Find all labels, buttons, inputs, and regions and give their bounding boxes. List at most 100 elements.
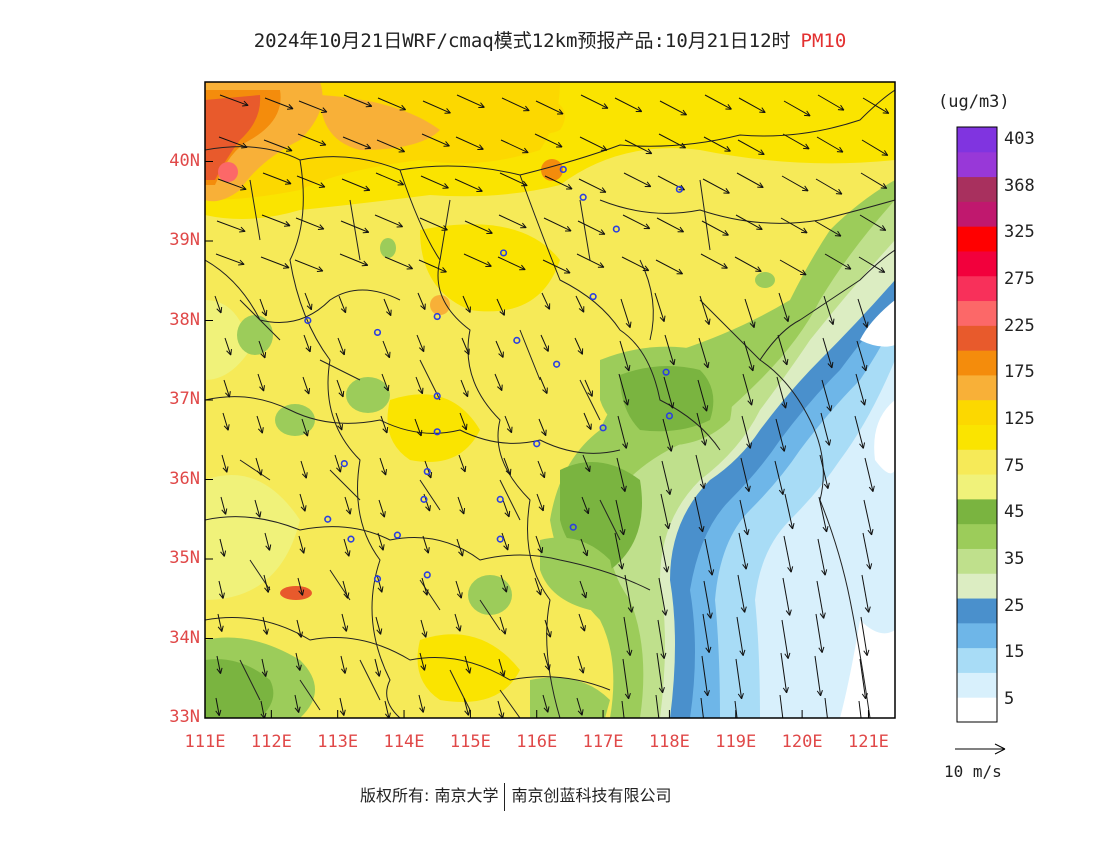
wind-arrow: [576, 697, 584, 716]
wind-arrow: [697, 379, 709, 412]
wind-arrow: [463, 253, 492, 267]
wind-arrow: [579, 580, 588, 599]
wind-arrow: [256, 415, 264, 434]
wind-arrow: [421, 133, 450, 147]
wind-arrow: [623, 172, 652, 188]
lat-label: 34N: [169, 627, 200, 648]
colorbar-swatch: [957, 250, 997, 277]
city-marker: [347, 535, 355, 543]
wind-arrow: [656, 217, 684, 233]
wind-arrow: [420, 175, 449, 189]
wind-arrow: [618, 373, 630, 406]
wind-arrow: [620, 298, 632, 329]
pm10-field: [205, 82, 895, 718]
wind-arrow: [458, 454, 467, 473]
wind-arrow: [460, 379, 469, 398]
wind-arrow: [339, 697, 346, 716]
colorbar-label: 15: [1004, 642, 1025, 663]
wind-arrow: [658, 133, 686, 149]
city-marker: [533, 440, 541, 448]
wind-arrow: [617, 415, 629, 449]
wind-arrow: [863, 499, 874, 536]
wind-arrow: [543, 652, 551, 671]
wind-arrow: [664, 334, 676, 366]
wind-arrow: [377, 532, 385, 551]
wind-arrow: [498, 214, 527, 229]
colorbar-swatch: [957, 151, 997, 178]
wind-arrow: [820, 412, 832, 446]
city-marker: [553, 360, 561, 368]
wind-arrow: [376, 139, 405, 153]
wind-arrow: [575, 295, 585, 313]
wind-arrow: [419, 217, 448, 231]
city-marker: [675, 185, 683, 193]
wind-arrow: [857, 298, 869, 329]
wind-arrow: [862, 532, 873, 570]
wind-arrow: [534, 133, 563, 148]
wind-arrow: [779, 694, 784, 718]
wind-arrow: [824, 697, 828, 718]
wind-arrow: [623, 616, 633, 656]
wind-arrow: [582, 454, 591, 473]
colorbar-swatch: [957, 374, 997, 401]
lat-label: 36N: [169, 468, 200, 489]
wind-arrow: [535, 535, 544, 554]
wind-arrow: [417, 292, 426, 310]
wind-arrow: [701, 220, 729, 236]
wind-arrow: [744, 298, 756, 329]
city-marker: [496, 495, 504, 503]
wind-arrow: [694, 496, 705, 533]
colorbar-swatch: [957, 573, 997, 599]
wind-arrow: [816, 580, 826, 619]
wind-arrow: [500, 139, 529, 154]
wind-arrow: [656, 652, 665, 694]
wind-arrow: [254, 499, 262, 518]
wind-arrow: [699, 295, 711, 326]
lon-label: 112E: [250, 732, 292, 752]
city-marker: [599, 424, 607, 432]
lon-label: 114E: [383, 732, 425, 752]
colorbar-label: 125: [1004, 409, 1035, 429]
wind-arrow: [216, 655, 223, 674]
wind-arrow: [534, 577, 542, 596]
wind-arrow: [774, 460, 785, 495]
wind-arrow: [341, 613, 349, 632]
colorbar-label: 325: [1004, 222, 1035, 243]
wind-arrow: [780, 652, 789, 694]
wind-arrow: [742, 373, 754, 406]
wind-arrow: [304, 292, 313, 311]
wind-arrow: [782, 133, 810, 150]
wind-arrow: [264, 532, 272, 551]
city-marker: [569, 523, 577, 531]
wind-arrow: [296, 175, 326, 188]
wind-arrow: [544, 619, 552, 638]
wind-arrow: [614, 532, 625, 570]
colorbar-label: 175: [1004, 362, 1035, 383]
chart-title: 2024年10月21日WRF/cmaq模式12km预报产品:10月21日12时 P…: [0, 26, 1100, 53]
wind-arrow: [220, 496, 228, 515]
wind-arrow: [420, 619, 428, 638]
colorbar-swatch: [957, 548, 997, 574]
lon-label: 120E: [781, 732, 823, 752]
wind-arrow: [814, 655, 823, 697]
colorbar-label: 25: [1004, 595, 1025, 616]
wind-arrow: [540, 334, 549, 352]
wind-arrow: [418, 694, 426, 713]
wind-arrow: [538, 418, 547, 437]
city-marker: [324, 515, 332, 523]
wind-vectors: [214, 94, 890, 718]
wind-arrow: [214, 295, 223, 314]
wind-arrow: [780, 217, 808, 234]
wind-arrow: [456, 94, 485, 108]
wind-arrow: [464, 220, 493, 234]
wind-arrow: [658, 577, 668, 616]
colorbar-unit: (ug/m3): [938, 92, 1010, 112]
wind-arrow: [374, 658, 382, 677]
wind-arrow: [260, 256, 290, 269]
wind-arrow: [384, 256, 413, 270]
wind-arrow: [422, 100, 451, 114]
wind-arrow: [860, 616, 870, 656]
wind-arrow: [499, 616, 507, 635]
wind-arrow: [539, 376, 548, 394]
colorbar-swatch: [957, 325, 997, 351]
